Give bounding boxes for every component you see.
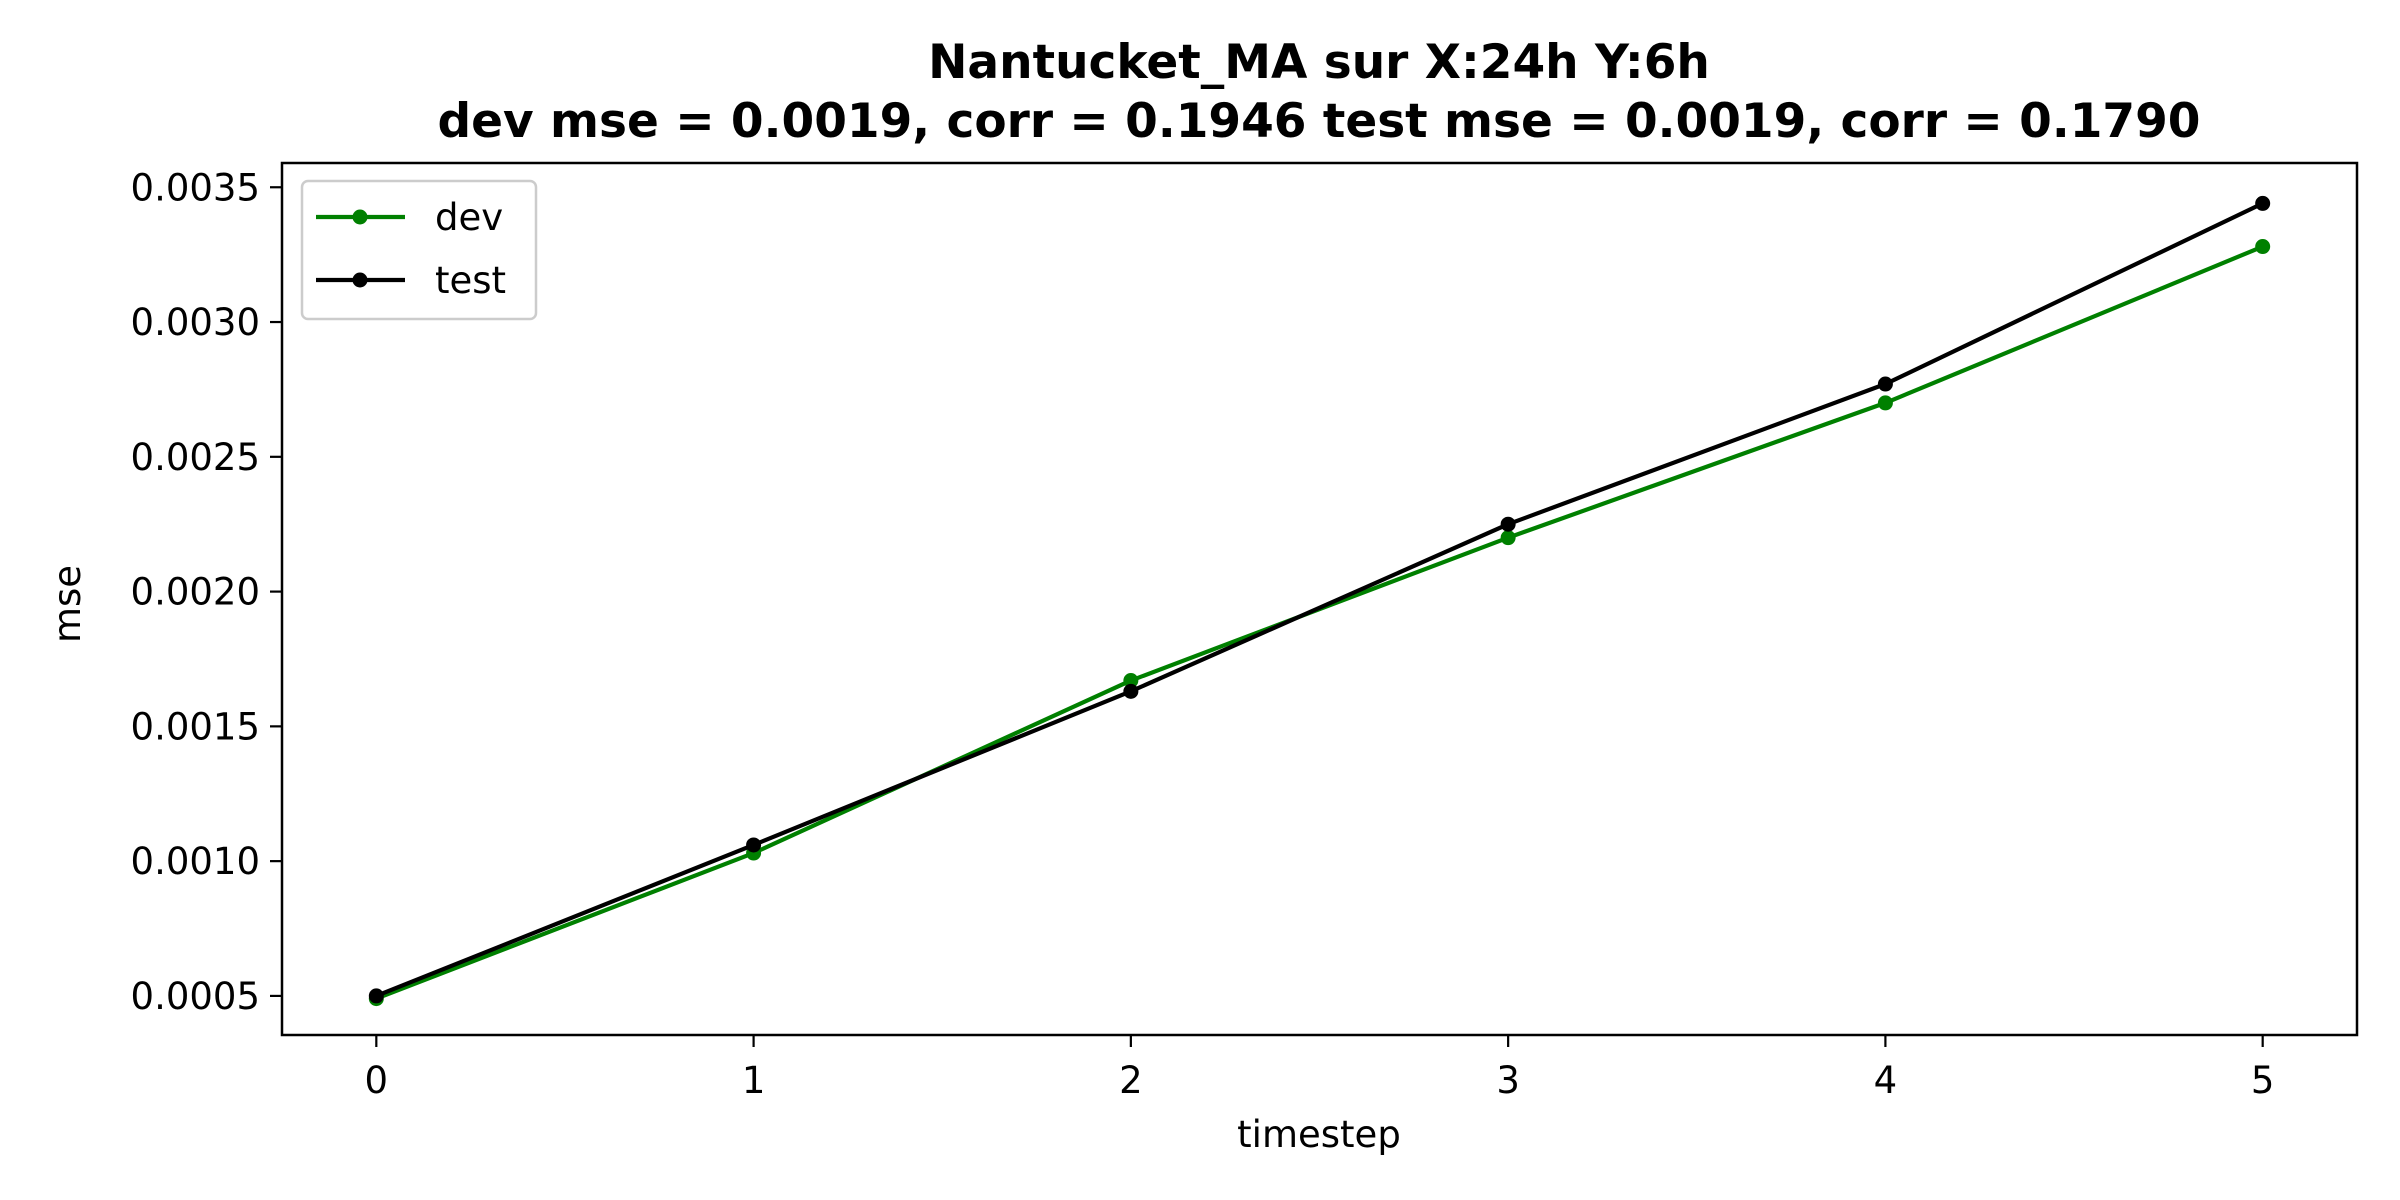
x-axis-label: timestep: [1237, 1113, 1401, 1156]
data-point-test: [1500, 516, 1516, 532]
plot-area: 0 1 2 3 4 5 0.0005 0.0010 0.0015 0.0020 0.0025 0.00…: [131, 161, 2359, 1102]
data-point-dev: [2255, 239, 2271, 255]
legend-swatch-marker-dev: [352, 209, 368, 225]
x-tick-label: 5: [2251, 1059, 2275, 1102]
data-point-dev: [1877, 395, 1893, 411]
y-tick-label: 0.0015: [131, 705, 260, 748]
y-tick-label: 0.0025: [131, 436, 260, 479]
data-point-dev: [1123, 673, 1139, 689]
data-point-dev: [1500, 530, 1516, 546]
x-tick-label: 0: [365, 1059, 389, 1102]
x-tick-label: 2: [1119, 1059, 1143, 1102]
data-point-test: [1123, 683, 1139, 699]
x-tick-label: 3: [1496, 1059, 1520, 1102]
series-line-test: [373, 200, 2266, 999]
data-point-test: [1877, 376, 1893, 392]
y-axis-label: mse: [46, 565, 89, 643]
x-tick-label: 1: [742, 1059, 766, 1102]
legend-label-dev: dev: [435, 196, 503, 239]
y-tick-label: 0.0005: [131, 975, 260, 1018]
data-point-test: [746, 837, 762, 853]
chart-subtitle: dev mse = 0.0019, corr = 0.1946 test mse…: [437, 94, 2200, 149]
data-point-test: [368, 988, 384, 1004]
y-tick-label: 0.0020: [131, 571, 260, 614]
series-line-dev: [373, 243, 2266, 1002]
plot-frame: [280, 161, 2359, 1037]
legend-label-test: test: [435, 259, 506, 302]
legend-swatch-marker-test: [352, 272, 368, 288]
data-point-test: [2255, 195, 2271, 211]
y-tick-label: 0.0030: [131, 301, 260, 344]
y-tick-label: 0.0010: [131, 840, 260, 883]
chart-title: Nantucket_MA sur X:24h Y:6h: [928, 35, 1710, 90]
y-tick-label: 0.0035: [131, 166, 260, 209]
x-tick-label: 4: [1874, 1059, 1898, 1102]
